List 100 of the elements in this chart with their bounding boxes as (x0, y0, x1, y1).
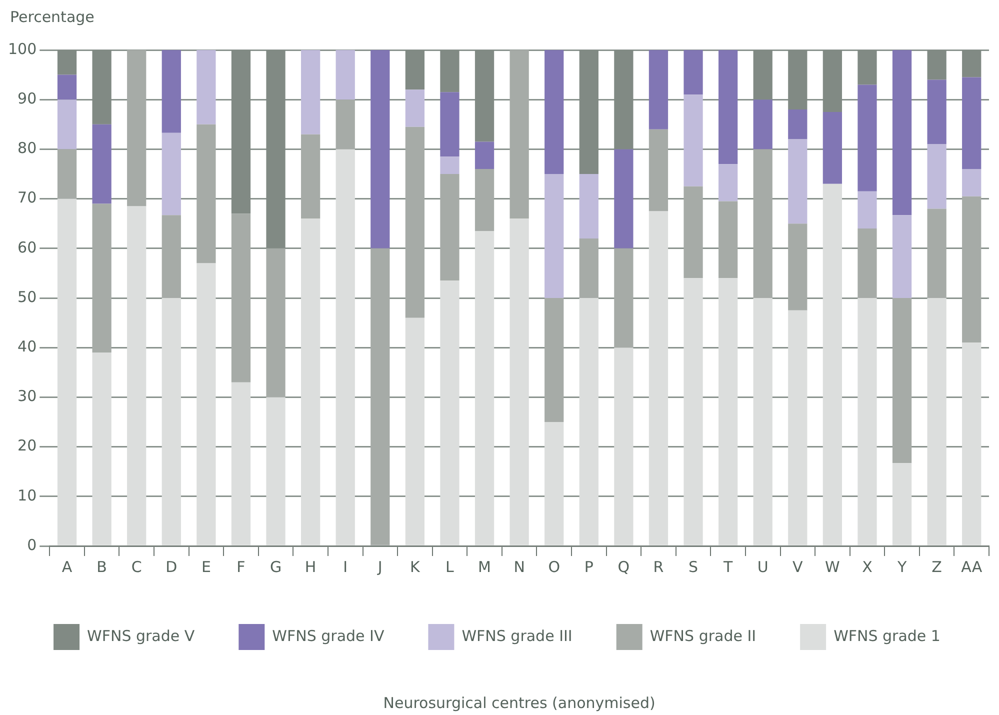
bar (92, 352, 112, 546)
bar (962, 196, 982, 343)
bar (266, 397, 286, 546)
y-tick-label: 10 (18, 486, 37, 504)
bar (544, 174, 564, 298)
y-tick-label: 100 (8, 40, 37, 58)
y-tick-label: 80 (18, 139, 37, 158)
bar (370, 248, 390, 546)
bar (301, 50, 320, 134)
bar (544, 298, 564, 422)
bar (718, 201, 738, 278)
bar (927, 80, 946, 144)
x-tick-label: Q (618, 558, 630, 576)
x-tick-label: Z (932, 558, 942, 576)
text: Neurosurgical centres (anonymised) (383, 694, 656, 712)
x-tick-label: C (131, 558, 142, 576)
bar (405, 318, 425, 546)
bar (266, 248, 286, 398)
bar (858, 191, 877, 229)
x-tick-label: I (343, 558, 348, 576)
legend-label: WFNS grade V (87, 626, 196, 645)
bar (718, 164, 738, 202)
bar (684, 50, 703, 95)
bar (648, 50, 668, 130)
bar (301, 218, 320, 546)
y-tick-label: 40 (18, 337, 37, 356)
bar (57, 100, 77, 150)
bar (718, 278, 738, 546)
legend-label: WFNS grade II (650, 626, 756, 645)
x-tick-label: A (62, 558, 73, 576)
bar (579, 298, 598, 546)
bar (684, 278, 703, 546)
bar (753, 149, 772, 298)
legend-label: WFNS grade 1 (834, 626, 940, 645)
bar (57, 198, 77, 546)
bar (162, 50, 181, 133)
bar (544, 50, 564, 174)
x-tick-label: Y (896, 558, 908, 576)
bar (162, 132, 181, 216)
y-tick-label: 30 (18, 387, 37, 406)
x-tick-label: L (446, 558, 455, 576)
bar (405, 90, 425, 127)
x-tick-label: R (653, 558, 664, 576)
bar (336, 50, 355, 100)
x-tick-label: E (201, 558, 211, 576)
x-tick-label: AA (961, 558, 983, 576)
x-tick-label: S (688, 558, 698, 576)
x-tick-label: V (792, 558, 804, 576)
bar (718, 50, 738, 164)
bar (962, 342, 982, 546)
bar (788, 310, 808, 546)
bar (127, 50, 146, 206)
bar (196, 263, 216, 546)
y-tick-label: 50 (18, 288, 37, 306)
bar (405, 126, 425, 318)
y-tick-label: 0 (27, 536, 37, 554)
x-tick-label: T (722, 558, 734, 576)
bar (127, 206, 146, 546)
x-tick-label: D (166, 558, 178, 576)
bar (684, 186, 703, 278)
bar (510, 218, 529, 546)
bar (336, 149, 355, 546)
bar (440, 92, 460, 157)
bar (753, 298, 772, 546)
bar (822, 112, 842, 184)
bar (92, 124, 112, 204)
legend-label: WFNS grade III (462, 626, 572, 645)
bar (892, 50, 912, 216)
bar (336, 100, 355, 150)
x-tick-label: B (96, 558, 107, 576)
bar (614, 149, 634, 248)
y-tick-label: 70 (18, 188, 37, 207)
bar (579, 174, 598, 238)
bar (474, 169, 494, 232)
x-tick-label: K (410, 558, 422, 576)
bar (510, 50, 529, 219)
bar (440, 280, 460, 546)
bar (684, 94, 703, 186)
bar (614, 348, 634, 546)
bar (57, 74, 77, 100)
bar (162, 298, 181, 546)
bar (858, 228, 877, 298)
bar (648, 211, 668, 546)
bar (753, 100, 772, 150)
y-tick-label: 90 (18, 89, 37, 108)
bar (57, 149, 77, 199)
bar (788, 110, 808, 140)
bar (892, 215, 912, 298)
x-tick-label: X (862, 558, 872, 576)
bar (892, 463, 912, 546)
x-tick-label: F (236, 558, 246, 576)
bar (927, 208, 946, 298)
bar (92, 204, 112, 353)
bar (474, 231, 494, 546)
bar (579, 238, 598, 298)
bar (614, 248, 634, 348)
legend-label: WFNS grade IV (272, 626, 385, 645)
x-tick-label: O (548, 558, 560, 576)
bar (788, 139, 808, 224)
x-tick-label: H (304, 558, 316, 576)
